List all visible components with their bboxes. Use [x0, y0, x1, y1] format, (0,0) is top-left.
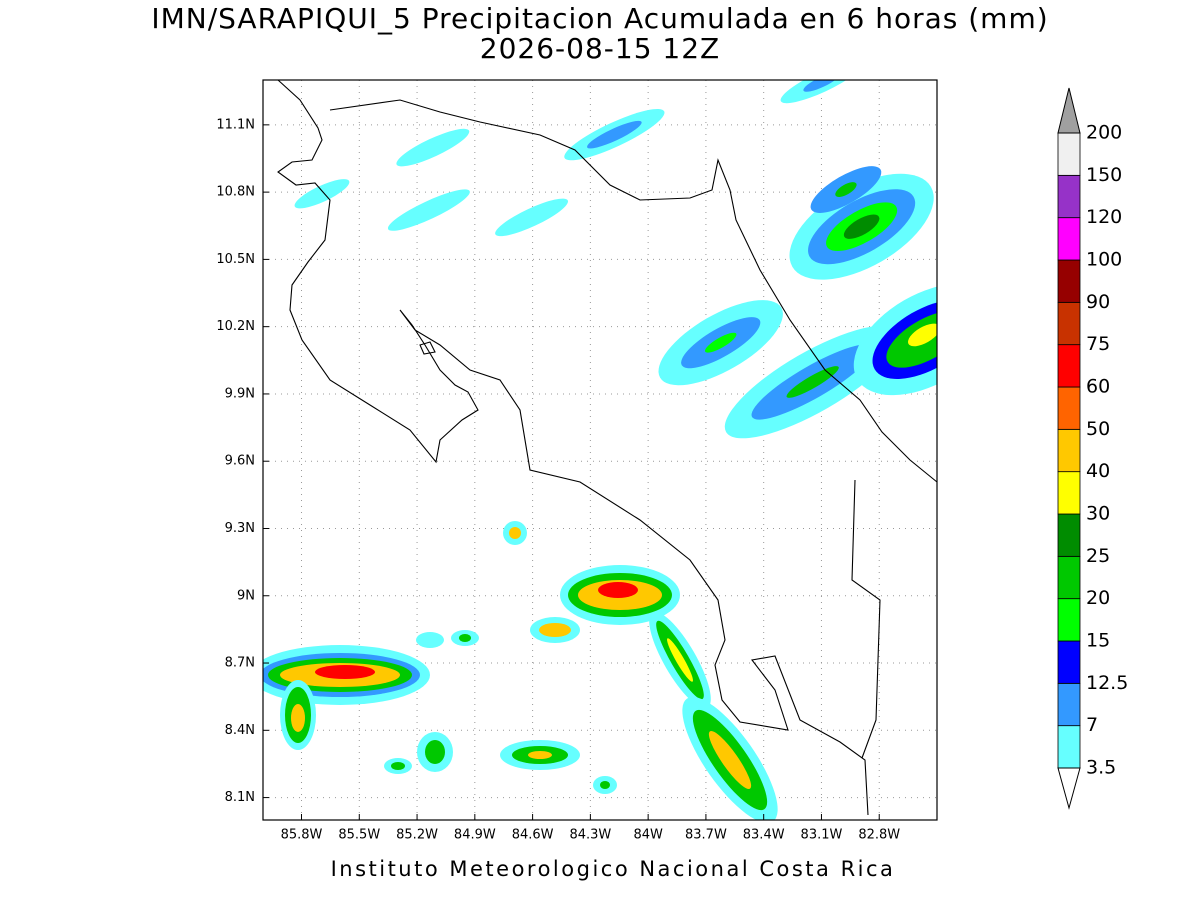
- precipitation-field: [263, 80, 937, 820]
- colorbar: 3.5 7 12.5 15 20 25 30 40 50 60 75 90 100 120 150 200: [1057, 87, 1128, 810]
- x-tick-label: 85.8W: [281, 828, 323, 843]
- x-tick-label: 83.7W: [685, 828, 727, 843]
- colorbar-segment: [1057, 555, 1081, 600]
- y-tick-label: 9.6N: [225, 454, 255, 469]
- colorbar-label: 75: [1086, 333, 1110, 355]
- y-tick-label: 9N: [237, 588, 255, 603]
- x-tick-label: 84.9W: [454, 828, 496, 843]
- colorbar-under: [1057, 767, 1081, 810]
- colorbar-segment: [1057, 640, 1081, 684]
- colorbar-over: [1057, 87, 1081, 134]
- colorbar-segment: [1057, 174, 1081, 219]
- colorbar-segment: [1057, 598, 1081, 642]
- y-tick-label: 8.1N: [225, 790, 255, 805]
- colorbar-segment: [1057, 132, 1081, 176]
- y-tick-label: 8.7N: [225, 656, 255, 671]
- colorbar-label: 30: [1086, 503, 1110, 525]
- colorbar-segment: [1057, 344, 1081, 388]
- colorbar-label: 12.5: [1086, 672, 1128, 694]
- y-tick-label: 11.1N: [216, 117, 255, 132]
- rain-streaks: [294, 80, 863, 237]
- y-tick-label: 8.4N: [225, 723, 255, 738]
- x-tick-label: 84W: [633, 828, 663, 843]
- colorbar-segment: [1057, 428, 1081, 473]
- colorbar-segment: [1057, 217, 1081, 261]
- colorbar-label: 50: [1086, 418, 1110, 440]
- colorbar-label: 200: [1086, 122, 1122, 144]
- colorbar-label: 120: [1086, 206, 1122, 228]
- colorbar-label: 90: [1086, 291, 1110, 313]
- colorbar-segment: [1057, 682, 1081, 727]
- colorbar-segment: [1057, 301, 1081, 346]
- x-tick-label: 83.1W: [801, 828, 843, 843]
- x-tick-label: 84.6W: [512, 828, 554, 843]
- colorbar-segment: [1057, 513, 1081, 557]
- y-tick-label: 10.5N: [216, 252, 255, 267]
- x-tick-label: 83.4W: [743, 828, 785, 843]
- colorbar-segment: [1057, 259, 1081, 303]
- colorbar-label: 40: [1086, 460, 1110, 482]
- coastlines: [277, 79, 938, 816]
- map-title: IMN/SARAPIQUI_5 Precipitacion Acumulada …: [151, 2, 1048, 35]
- colorbar-segment: [1057, 386, 1081, 430]
- y-tick-label: 10.2N: [216, 319, 255, 334]
- y-tick-label: 9.3N: [225, 521, 255, 536]
- footer: Instituto Meteorologico Nacional Costa R…: [331, 857, 896, 881]
- x-tick-label: 84.3W: [569, 828, 611, 843]
- rain-northeast: [658, 166, 937, 439]
- map-frame: [262, 79, 938, 821]
- x-tick-label: 85.5W: [338, 828, 380, 843]
- colorbar-label: 3.5: [1086, 757, 1116, 779]
- y-tick-label: 9.9N: [225, 386, 255, 401]
- x-tick-label: 82.8W: [858, 828, 900, 843]
- colorbar-label: 25: [1086, 545, 1110, 567]
- colorbar-label: 100: [1086, 249, 1122, 271]
- colorbar-segment: [1057, 471, 1081, 515]
- y-tick-label: 10.8N: [216, 185, 255, 200]
- rain-southwest: [263, 521, 778, 820]
- colorbar-label: 15: [1086, 630, 1110, 652]
- colorbar-segment: [1057, 725, 1081, 769]
- x-tick-label: 85.2W: [396, 828, 438, 843]
- colorbar-label: 150: [1086, 164, 1122, 186]
- colorbar-label: 7: [1086, 714, 1098, 736]
- colorbar-label: 60: [1086, 376, 1110, 398]
- colorbar-label: 20: [1086, 587, 1110, 609]
- map-subtitle: 2026-08-15 12Z: [480, 32, 720, 65]
